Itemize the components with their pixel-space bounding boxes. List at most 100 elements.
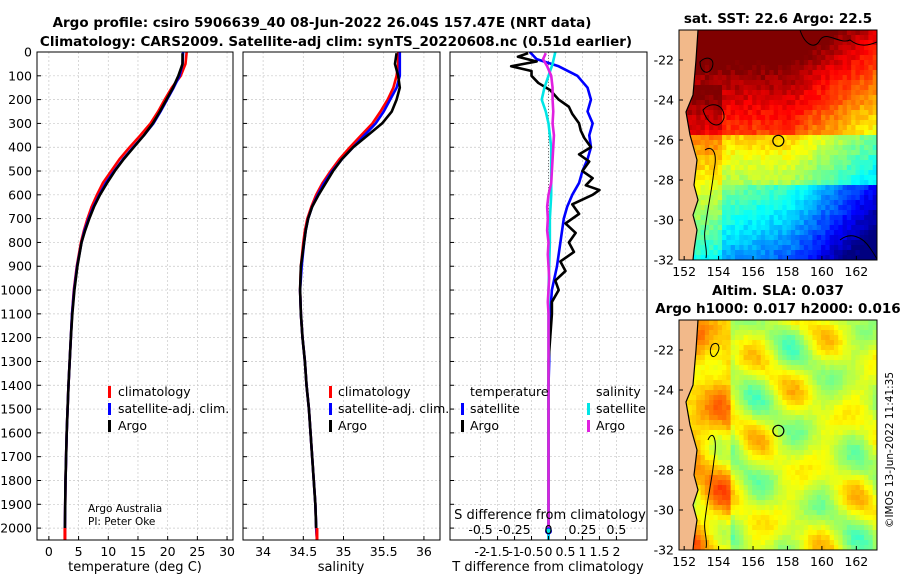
map-cell — [756, 130, 762, 136]
map-cell — [696, 365, 702, 371]
map-cell — [816, 465, 822, 471]
map-cell — [739, 225, 745, 231]
map-cell — [769, 95, 775, 101]
map-cell — [773, 145, 779, 151]
map-cell — [752, 430, 758, 436]
map-cell — [859, 430, 865, 436]
map-cell — [778, 165, 783, 171]
map-cell — [825, 535, 831, 541]
map-cell — [825, 170, 831, 176]
map-cell — [816, 445, 822, 451]
map-cell — [859, 200, 865, 206]
map-cell — [829, 45, 835, 51]
map-cell — [709, 55, 715, 61]
map-cell — [868, 40, 874, 46]
map-cell — [833, 55, 839, 61]
map-cell — [700, 475, 706, 481]
map-cell — [769, 425, 775, 431]
map-cell — [872, 185, 877, 191]
map-cell — [730, 110, 736, 116]
map-cell — [829, 240, 835, 246]
map-cell — [803, 485, 809, 491]
map-cell — [713, 240, 719, 246]
map-cell — [773, 70, 779, 76]
map-cell — [855, 150, 861, 156]
map-cell — [726, 185, 732, 191]
map-cell — [842, 325, 848, 331]
map-cell — [734, 70, 740, 76]
map-cell — [765, 440, 770, 446]
map-cell — [734, 500, 740, 506]
map-cell — [713, 185, 719, 191]
map-cell — [799, 130, 805, 136]
map-cell — [868, 140, 874, 146]
map-cell — [872, 460, 877, 466]
map-cell — [691, 545, 697, 550]
map-cell — [846, 165, 852, 171]
map-cell — [872, 370, 877, 376]
map-cell — [851, 125, 857, 131]
map-cell — [752, 40, 758, 46]
map-cell — [717, 170, 723, 176]
map-cell — [859, 205, 865, 211]
map-cell — [851, 415, 857, 421]
map-cell — [756, 250, 762, 256]
map-cell — [851, 340, 857, 346]
map-cell — [730, 150, 736, 156]
map-cell — [808, 360, 814, 366]
map-cell — [722, 440, 727, 446]
map-cell — [752, 170, 758, 176]
map-cell — [713, 415, 719, 421]
map-cell — [786, 400, 792, 406]
map-cell — [752, 380, 758, 386]
map-cell — [808, 320, 814, 326]
map-cell — [747, 170, 753, 176]
map-cell — [790, 75, 796, 81]
map-cell — [756, 465, 762, 471]
map-cell — [816, 475, 822, 481]
map-cell — [846, 370, 852, 376]
map-cell — [709, 235, 715, 241]
map-cell — [709, 485, 715, 491]
map-cell — [700, 185, 706, 191]
map-cell — [829, 345, 835, 351]
map-cell — [747, 510, 753, 516]
map-cell — [855, 340, 861, 346]
map-cell — [864, 350, 869, 356]
map-cell — [782, 530, 788, 536]
map-cell — [717, 395, 723, 401]
map-cell — [743, 325, 749, 331]
map-cell — [696, 75, 702, 81]
map-cell — [821, 75, 826, 81]
map-cell — [812, 110, 818, 116]
map-cell — [808, 375, 814, 381]
map-cell — [855, 90, 861, 96]
map-cell — [868, 200, 874, 206]
map-cell — [765, 415, 770, 421]
map-cell — [773, 320, 779, 326]
map-cell — [872, 435, 877, 441]
map-cell — [842, 65, 848, 71]
map-cell — [825, 95, 831, 101]
map-cell — [739, 145, 745, 151]
map-cell — [808, 135, 814, 141]
map-cell — [747, 105, 753, 111]
map-cell — [769, 475, 775, 481]
map-cell — [782, 155, 788, 161]
map-cell — [696, 480, 702, 486]
map-cell — [756, 110, 762, 116]
map-cell — [752, 490, 758, 496]
map-cell — [717, 145, 723, 151]
map-cell — [743, 365, 749, 371]
map-cell — [713, 325, 719, 331]
map-cell — [838, 75, 844, 81]
map-cell — [760, 230, 766, 236]
map-cell — [765, 65, 770, 71]
map-cell — [838, 230, 844, 236]
map-cell — [799, 120, 805, 126]
map-cell — [859, 545, 865, 550]
map-cell — [790, 455, 796, 461]
map-cell — [691, 425, 697, 431]
map-cell — [743, 485, 749, 491]
map-cell — [833, 210, 839, 216]
